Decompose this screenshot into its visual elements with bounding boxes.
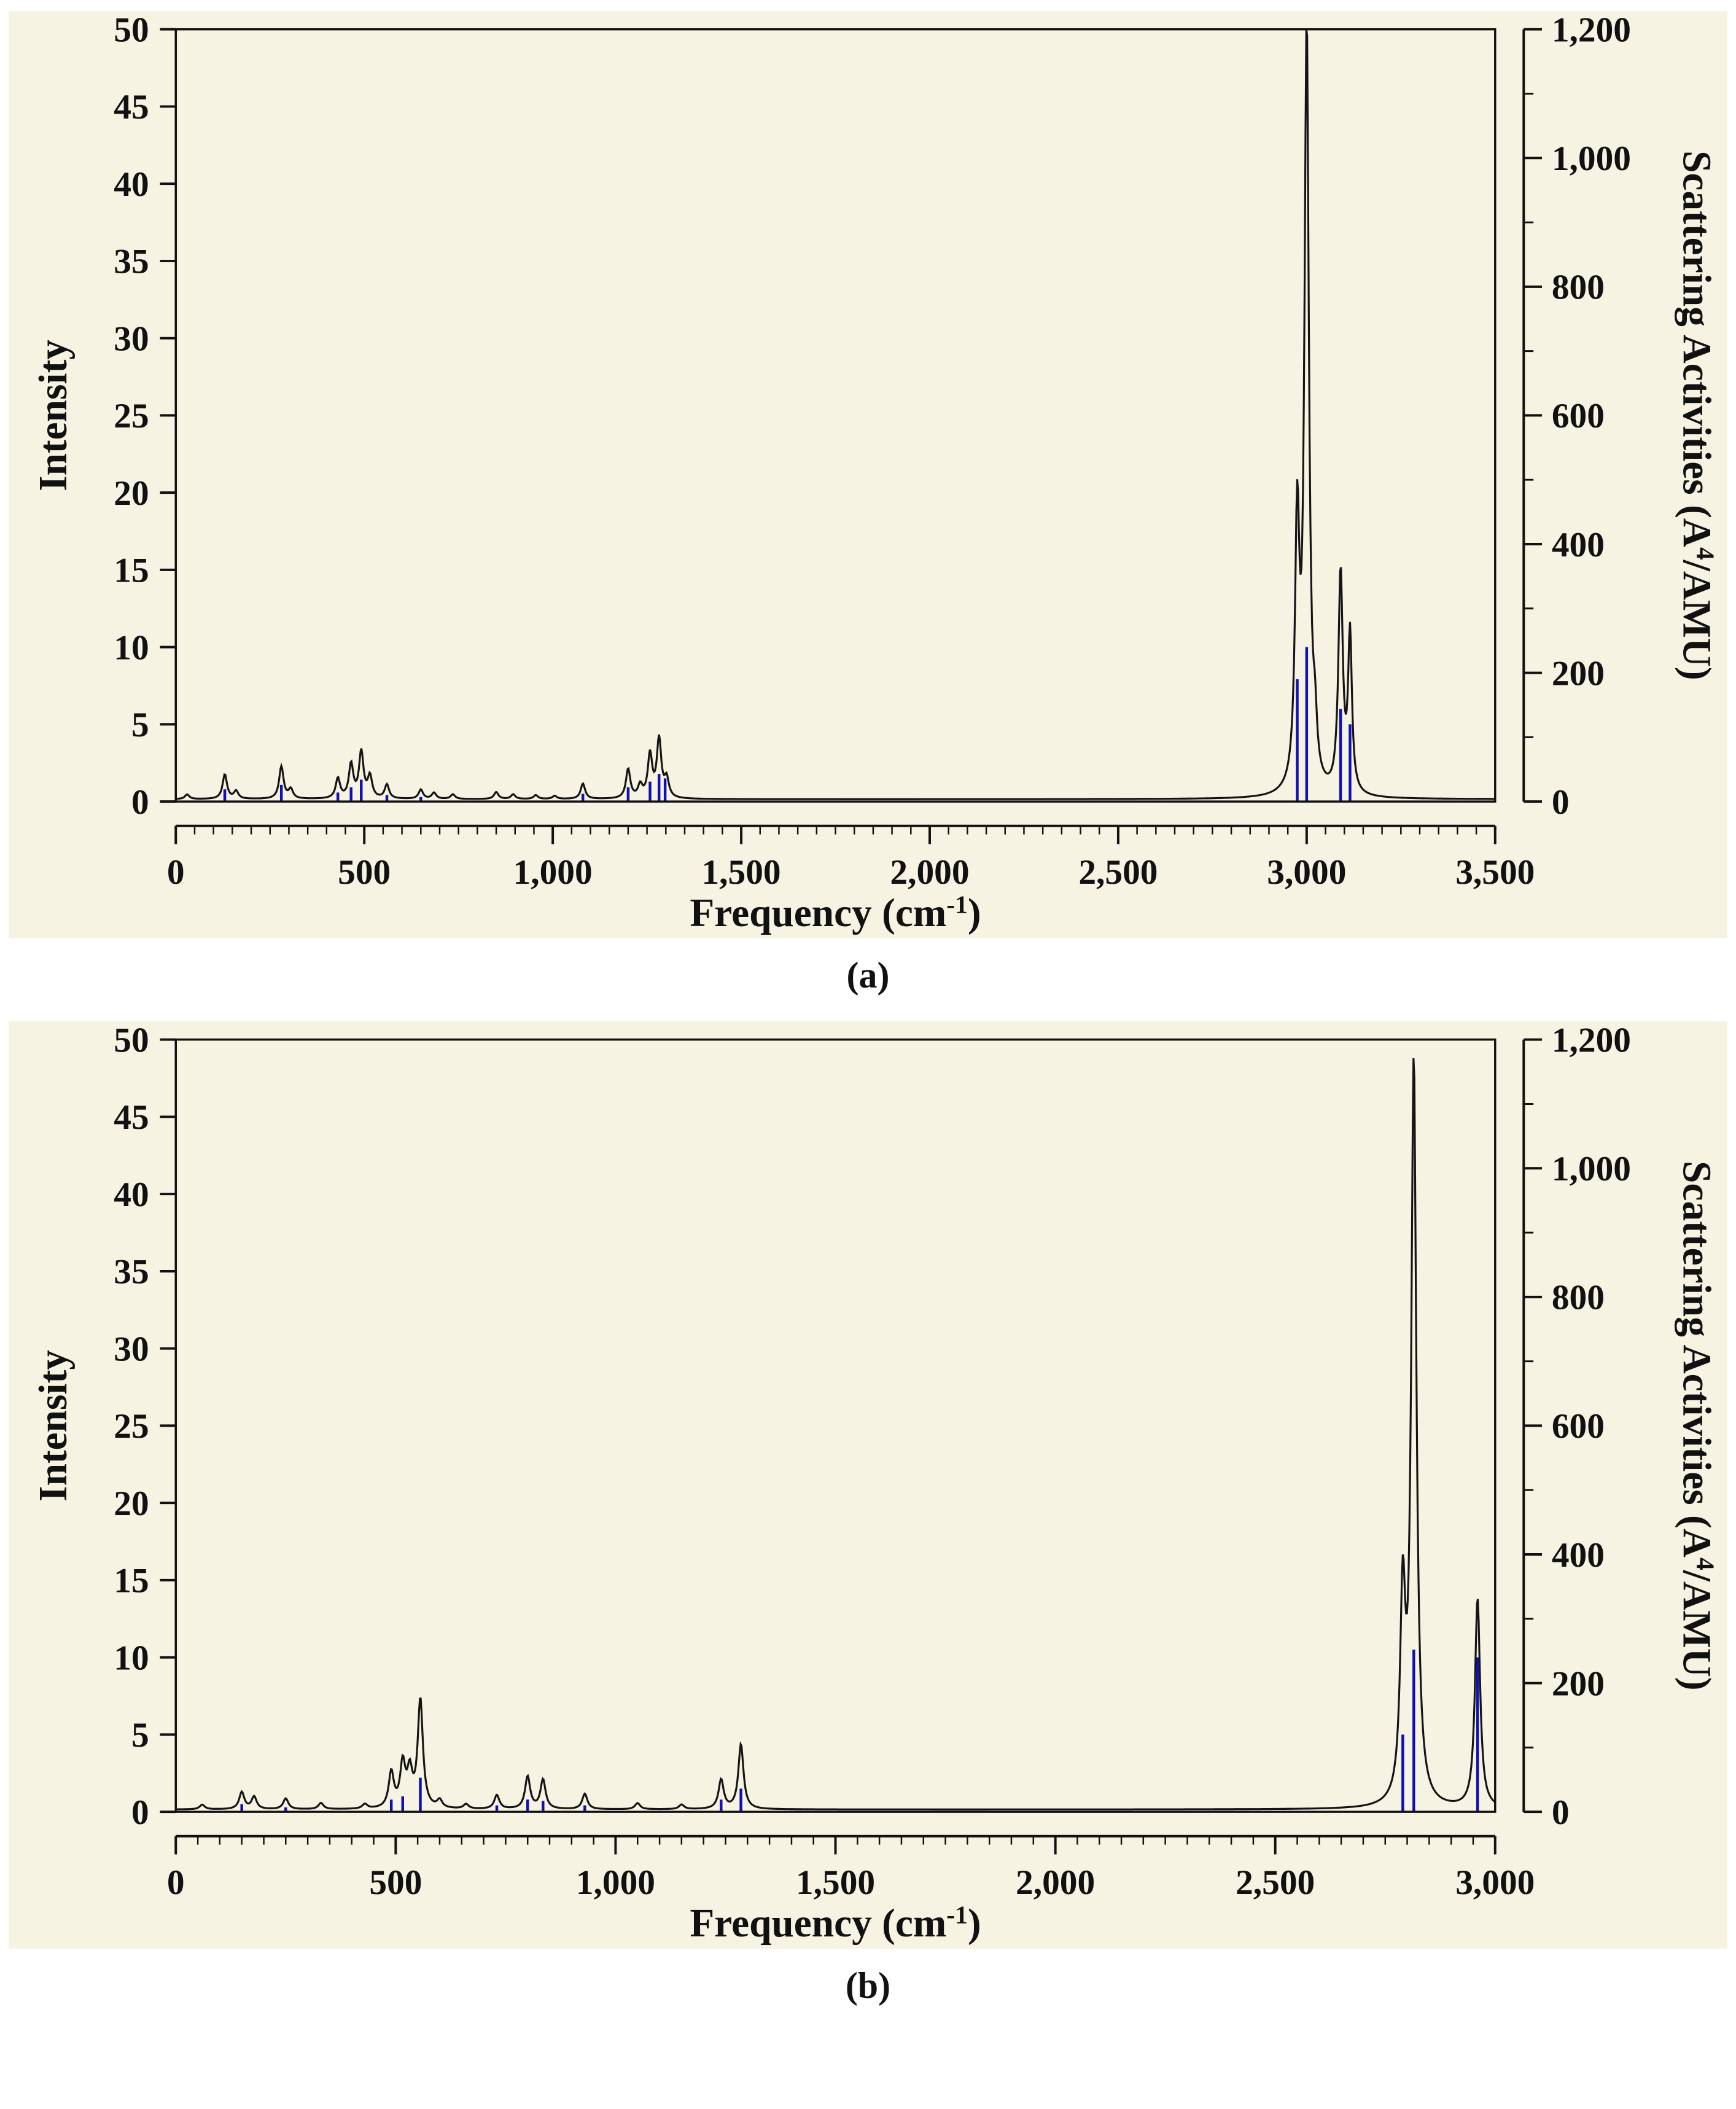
left-tick-label: 10 <box>114 1639 149 1677</box>
x-tick-label: 3,000 <box>1267 853 1346 892</box>
spectrum-curve <box>176 29 1495 800</box>
x-tick-label: 2,000 <box>1016 1863 1095 1902</box>
left-tick-label: 15 <box>114 1562 149 1600</box>
x-tick-label: 3,000 <box>1455 1863 1535 1902</box>
x-tick-label: 500 <box>338 853 391 892</box>
right-axis-title: Scattering Activities (A4/AMU) <box>1675 150 1720 680</box>
activity-sticks <box>223 647 1352 802</box>
spectrum-chart-b: 0510152025303540455002004006008001,0001,… <box>9 1021 1727 1949</box>
left-tick-label: 45 <box>114 88 149 127</box>
left-tick-label: 25 <box>114 1407 149 1446</box>
x-axis: 0 500 1,000 1,500 2,000 2,500 3,000 3,500 <box>167 824 1535 892</box>
right-tick-label: 200 <box>1552 654 1605 693</box>
left-tick-label: 30 <box>114 1330 149 1368</box>
left-tick-label: 20 <box>114 474 149 513</box>
x-tick-label: 2,500 <box>1078 853 1158 892</box>
right-tick-label: 0 <box>1552 783 1570 822</box>
chart-panel-a: 0 5 10 15 20 25 30 35 40 45 50 0 200 400 600 800 1,000 1,… <box>9 11 1727 1021</box>
chart-panel-b: 0 5 10 15 20 25 30 35 40 45 50 0 200 400 600 800 1,000 1,… <box>9 1021 1727 2032</box>
right-tick-label: 600 <box>1552 1407 1605 1446</box>
spectrum-chart-a: 0510152025303540455002004006008001,0001,… <box>9 11 1727 938</box>
right-tick-label: 400 <box>1552 526 1605 564</box>
activity-sticks <box>240 1649 1479 1812</box>
x-tick-label: 1,500 <box>796 1863 875 1902</box>
panel-background <box>9 11 1727 938</box>
left-axis: 0 5 10 15 20 25 30 35 40 45 50 <box>114 11 176 822</box>
left-axis-title: Intensity <box>31 340 76 491</box>
x-tick-label: 1,500 <box>701 853 780 892</box>
x-axis-title: Frequency (cm-1) <box>690 1900 981 1946</box>
x-tick-label: 1,000 <box>576 1863 655 1902</box>
right-axis-title: Scattering Activities (A4/AMU) <box>1675 1161 1720 1691</box>
x-tick-label: 0 <box>167 853 185 892</box>
panel-background <box>9 1021 1727 1949</box>
left-tick-label: 10 <box>114 628 149 667</box>
x-tick-label: 1,000 <box>513 853 593 892</box>
right-tick-label: 600 <box>1552 397 1605 435</box>
left-tick-label: 40 <box>114 165 149 204</box>
right-tick-label: 0 <box>1552 1793 1570 1832</box>
left-tick-label: 25 <box>114 397 149 435</box>
right-tick-label: 800 <box>1552 1279 1605 1317</box>
left-tick-label: 15 <box>114 552 149 590</box>
left-tick-label: 5 <box>131 706 149 744</box>
right-axis: 0 200 400 600 800 1,000 1,200 <box>1522 11 1631 822</box>
left-tick-label: 30 <box>114 319 149 358</box>
x-tick-label: 2,500 <box>1236 1863 1315 1902</box>
right-tick-label: 400 <box>1552 1536 1605 1575</box>
right-tick-label: 200 <box>1552 1664 1605 1703</box>
left-tick-label: 45 <box>114 1098 149 1137</box>
right-tick-label: 1,000 <box>1552 1150 1631 1188</box>
x-tick-label: 500 <box>369 1863 422 1902</box>
x-axis: 0 500 1,000 1,500 2,000 2,500 3,000 <box>167 1834 1535 1902</box>
left-tick-label: 35 <box>114 243 149 281</box>
x-tick-label: 0 <box>167 1863 185 1902</box>
left-tick-label: 5 <box>131 1716 149 1755</box>
left-tick-label: 50 <box>114 1021 149 1060</box>
right-axis: 0 200 400 600 800 1,000 1,200 <box>1522 1021 1631 1832</box>
left-tick-label: 20 <box>114 1484 149 1523</box>
spectrum-curve <box>176 1058 1496 1811</box>
x-axis-title: Frequency (cm-1) <box>690 890 981 935</box>
left-axis: 0 5 10 15 20 25 30 35 40 45 50 <box>114 1021 176 1832</box>
raman-spectrum-chart-a: 0 5 10 15 20 25 30 35 40 45 50 0 200 400 600 800 1,000 1,… <box>9 11 1727 938</box>
caption-b: (b) <box>845 1965 891 2006</box>
left-axis-title: Intensity <box>31 1350 76 1502</box>
x-tick-label: 2,000 <box>890 853 969 892</box>
left-tick-label: 50 <box>114 11 149 50</box>
x-tick-label: 3,500 <box>1455 853 1535 892</box>
left-tick-label: 35 <box>114 1253 149 1292</box>
right-tick-label: 1,200 <box>1552 1021 1631 1060</box>
right-tick-label: 1,000 <box>1552 139 1631 178</box>
right-tick-label: 1,200 <box>1552 11 1631 50</box>
left-tick-label: 0 <box>131 1793 149 1832</box>
figure-page: 0 5 10 15 20 25 30 35 40 45 50 0 200 400 600 800 1,000 1,… <box>9 11 1727 2032</box>
raman-spectrum-chart-b: 0 5 10 15 20 25 30 35 40 45 50 0 200 400 600 800 1,000 1,… <box>9 1021 1727 1949</box>
right-tick-label: 800 <box>1552 268 1605 307</box>
caption-a: (a) <box>846 954 890 996</box>
left-tick-label: 0 <box>131 783 149 822</box>
left-tick-label: 40 <box>114 1175 149 1214</box>
